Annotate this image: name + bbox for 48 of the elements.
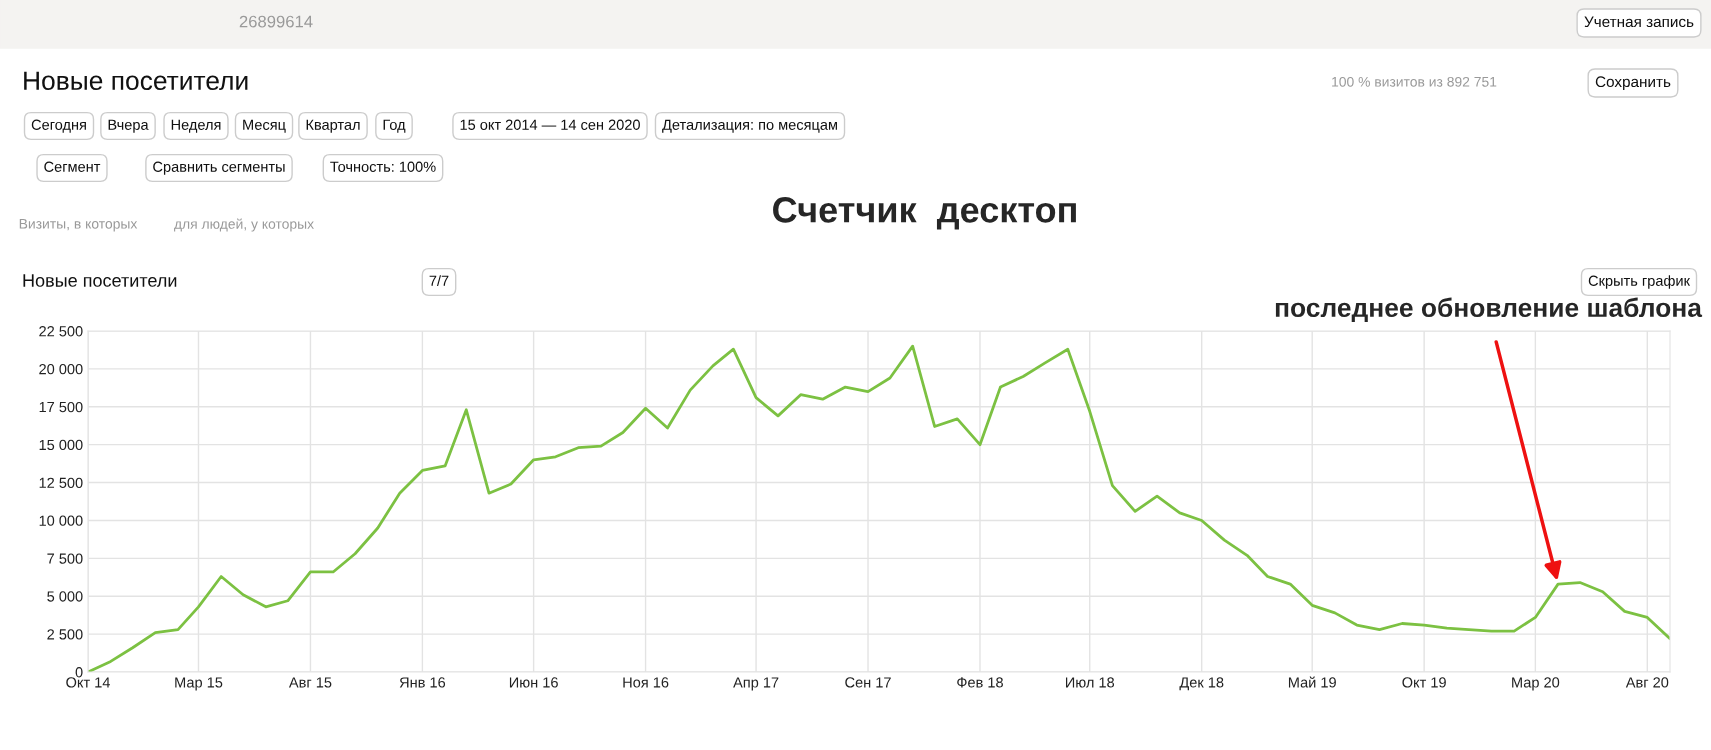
x-tick-label: Май 19 <box>1288 676 1336 688</box>
text: 15 окт 2014 — 14 сен 2020 <box>460 119 640 130</box>
y-tick-label: 22 500 <box>39 326 83 337</box>
text: Сравнить сегменты <box>153 161 285 175</box>
text: Вчера <box>108 119 149 133</box>
y-tick-label: 2 500 <box>47 629 83 640</box>
x-tick-label: Июл 18 <box>1066 677 1115 688</box>
x-tick-label: Сен 17 <box>845 677 891 688</box>
text: Точность: 100% <box>330 161 436 172</box>
y-tick-label: 20 000 <box>39 363 83 375</box>
x-tick-label: Окт 14 <box>66 677 110 688</box>
x-tick-label: Фев 18 <box>957 677 1003 688</box>
text: Неделя <box>171 119 221 133</box>
text: 100 % визитов из 892 751 <box>1332 76 1497 87</box>
text: Новые посетители <box>24 71 248 91</box>
annotation: последнее обновление шаблона <box>1275 297 1703 323</box>
text: Учетная запись <box>1584 16 1694 28</box>
text: 26899614 <box>239 15 313 28</box>
x-tick-label: Ноя 16 <box>623 677 669 688</box>
y-tick-label: 7 500 <box>47 553 83 564</box>
text: для людей, у которых <box>174 218 314 232</box>
text: Сегодня <box>31 119 86 133</box>
y-tick-label: 15 000 <box>39 439 83 451</box>
text: Скрыть график <box>1588 275 1691 289</box>
chart-title: Счетчик десктоп <box>773 197 1076 230</box>
x-tick-label: Апр 17 <box>733 677 779 691</box>
text: Визиты, в которых <box>19 219 138 232</box>
x-tick-label: Дек 18 <box>1179 677 1224 691</box>
x-tick-label: Мар 20 <box>1512 677 1560 691</box>
y-tick-label: 5 000 <box>47 591 83 602</box>
x-tick-label: Авг 15 <box>288 677 332 688</box>
x-tick-label: Мар 15 <box>175 677 223 691</box>
y-tick-label: 10 000 <box>39 515 83 526</box>
x-tick-label: Авг 20 <box>1625 677 1669 688</box>
text: Месяц <box>243 119 286 133</box>
text: Сохранить <box>1595 76 1671 91</box>
text: Квартал <box>306 119 360 133</box>
text: Детализация: по месяцам <box>662 119 837 133</box>
x-tick-label: Янв 16 <box>399 677 446 688</box>
x-tick-label: Июн 16 <box>509 677 558 688</box>
text: 7/7 <box>429 275 449 286</box>
y-tick-label: 17 500 <box>39 401 83 413</box>
y-tick-label: 12 500 <box>39 477 83 488</box>
text: Новые посетители <box>23 274 177 287</box>
text: Год <box>383 119 406 133</box>
y-tick-label: 0 <box>75 667 83 678</box>
x-tick-label: Окт 19 <box>1402 677 1446 688</box>
text: Сегмент <box>44 161 101 172</box>
